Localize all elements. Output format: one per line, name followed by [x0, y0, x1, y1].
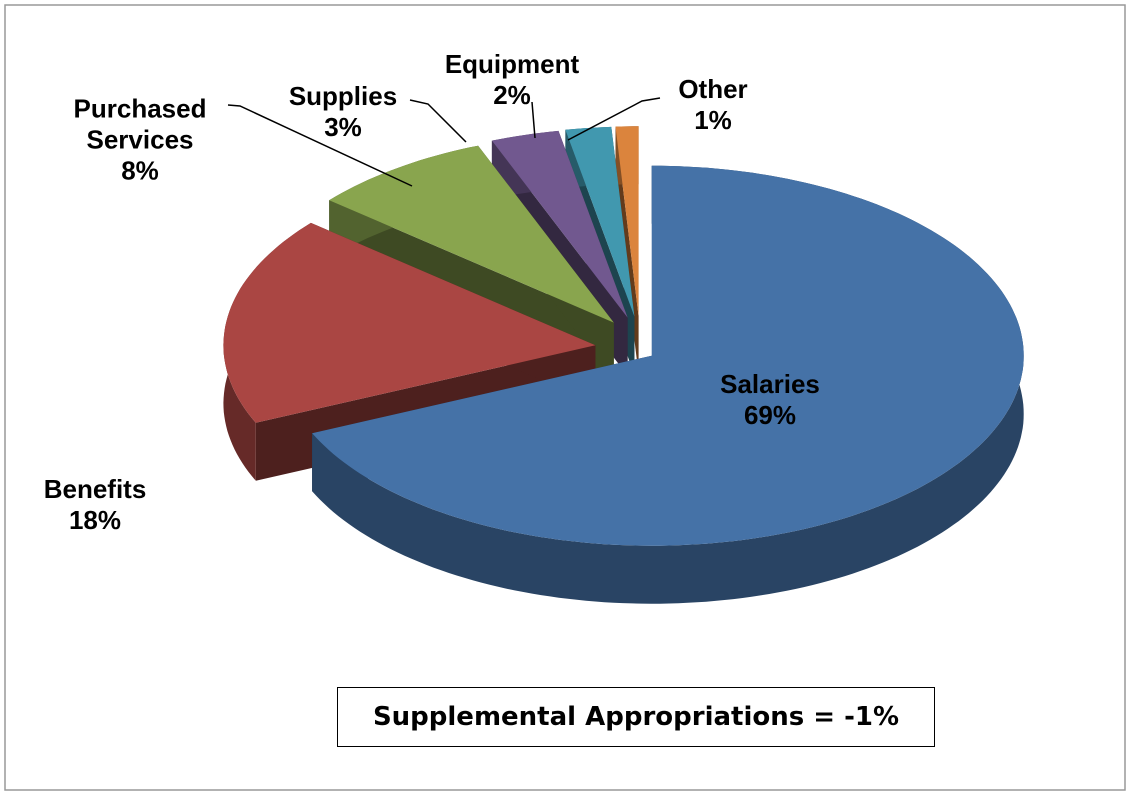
category-label: Benefits [43, 474, 147, 504]
slice [491, 130, 628, 318]
value-label: 3% [324, 112, 362, 142]
pie [223, 126, 1024, 604]
value-label: 8% [121, 155, 159, 186]
data-label: Other 1% [653, 74, 773, 136]
value-label: 2% [493, 80, 531, 110]
slice [312, 165, 1024, 604]
annotation: Supplemental Appropriations = -1% [337, 687, 935, 747]
category-label: Equipment [444, 49, 580, 79]
slice [565, 126, 635, 317]
category-label: Purchased Services [73, 93, 207, 155]
leader-lines [227, 97, 661, 187]
leader-line [567, 97, 661, 141]
chart-frame [4, 4, 1126, 791]
slice [329, 145, 614, 323]
category-label: Supplies [288, 81, 398, 111]
value-label: 1% [694, 105, 732, 135]
leader-line [409, 99, 467, 143]
data-label: Supplies 3% [263, 81, 423, 143]
data-label: Salaries 69% [670, 369, 870, 431]
leader-line [531, 101, 536, 139]
data-label: Equipment 2% [412, 49, 612, 111]
leader-line [227, 104, 413, 187]
value-label: 69% [743, 400, 797, 430]
data-label: Benefits 18% [15, 474, 175, 536]
slice [223, 222, 596, 423]
category-label: Salaries [720, 369, 820, 399]
slice [615, 126, 639, 317]
value-label: 18% [68, 505, 122, 535]
category-label: Other [678, 74, 748, 104]
data-label: Purchased Services 8% [40, 94, 240, 187]
slice [312, 165, 1024, 546]
